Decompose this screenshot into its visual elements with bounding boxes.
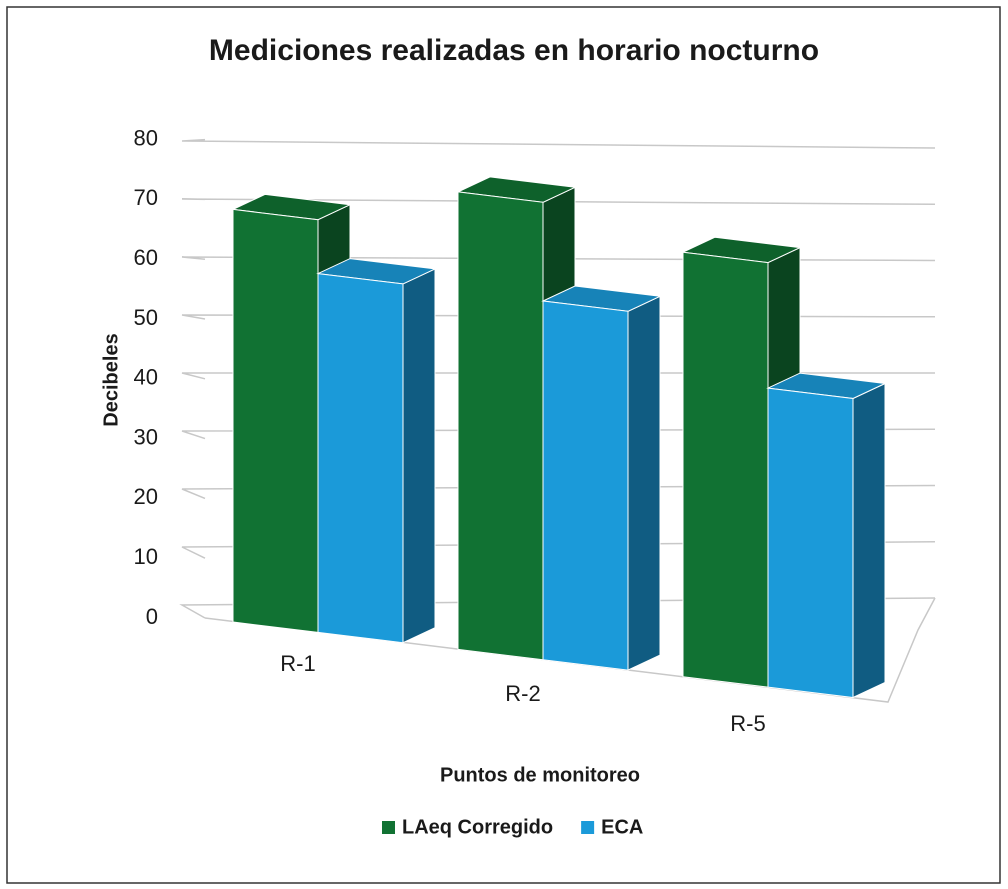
bar	[766, 372, 887, 699]
legend: LAeq Corregido ECA	[382, 816, 643, 838]
bar-side	[627, 295, 661, 671]
x-tick-label: R-5	[730, 711, 765, 736]
bar-front	[457, 191, 544, 661]
y-tick-label: 20	[134, 484, 158, 509]
bar-front	[317, 273, 404, 644]
grid-line	[181, 198, 936, 206]
plot-area: 0 10 20 30 40 50 60 70 80 R-1 R-2 R-5	[134, 125, 936, 736]
bar	[316, 258, 437, 644]
y-tick-label: 0	[146, 604, 158, 629]
y-tick-label: 30	[134, 424, 158, 449]
legend-swatch	[581, 821, 595, 834]
x-axis-label: Puntos de monitoreo	[440, 764, 640, 786]
bar-side	[852, 382, 886, 699]
y-tick-label: 10	[134, 544, 158, 569]
y-tick-label: 70	[134, 185, 158, 210]
x-tick-label: R-1	[280, 651, 315, 676]
grid-line	[181, 138, 936, 149]
bar-front	[767, 387, 854, 699]
bar	[541, 285, 662, 671]
legend-swatch	[382, 821, 395, 834]
bar-front	[232, 208, 319, 633]
legend-label: LAeq Corregido	[402, 816, 553, 838]
y-tick-label: 50	[134, 305, 158, 330]
bar-front	[682, 251, 769, 688]
y-tick-label: 80	[134, 125, 158, 150]
y-axis-label: Decibeles	[100, 333, 122, 426]
x-tick-label: R-2	[505, 681, 540, 706]
legend-label: ECA	[601, 816, 643, 838]
y-tick-label: 60	[134, 245, 158, 270]
bar-front	[542, 300, 629, 671]
y-tick-label: 40	[134, 365, 158, 390]
chart-title: Mediciones realizadas en horario nocturn…	[209, 34, 819, 67]
bar-side	[402, 268, 436, 644]
